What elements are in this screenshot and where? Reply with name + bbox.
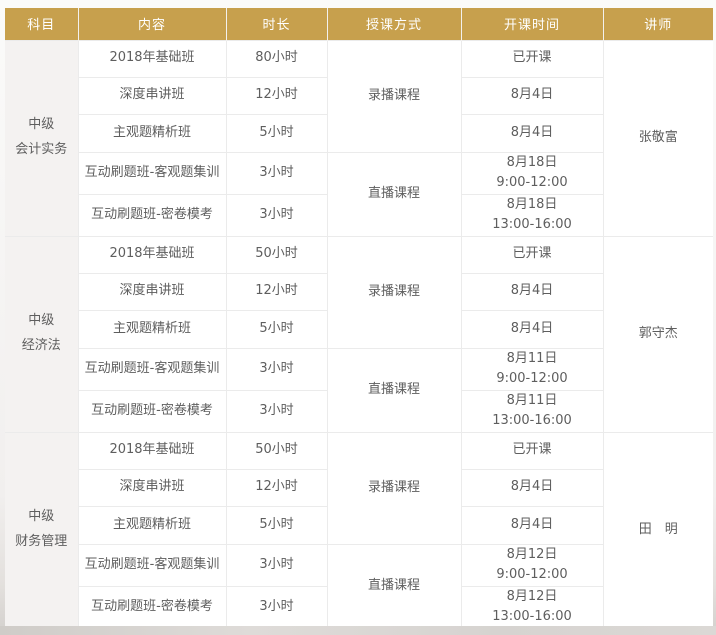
method-cell-recorded: 录播课程: [326, 39, 462, 153]
table-row: 互动刷题班-密卷模考 3小时 8月18日 13:00-16:00: [5, 193, 713, 237]
course-schedule-table: 科目 内容 时长 授课方式 开课时间 讲师 中级 会计实务 2018年基础班 8…: [5, 8, 713, 629]
start-time-cell: 已开课: [460, 235, 604, 274]
teacher-cell: 郭守杰: [602, 235, 713, 433]
content-cell: 互动刷题班-密卷模考: [77, 585, 227, 629]
start-time-cell: 8月12日 9:00-12:00: [460, 543, 604, 587]
start-time-cell: 8月4日: [460, 113, 604, 153]
content-cell: 主观题精析班: [77, 505, 227, 545]
content-cell: 主观题精析班: [77, 309, 227, 349]
content-cell: 互动刷题班-密卷模考: [77, 193, 227, 237]
duration-cell: 80小时: [225, 39, 328, 78]
start-time-cell: 8月4日: [460, 505, 604, 545]
duration-cell: 5小时: [225, 113, 328, 153]
table-row: 主观题精析班 5小时 8月4日: [5, 505, 713, 545]
duration-cell: 3小时: [225, 585, 328, 629]
column-header-duration: 时长: [226, 8, 328, 40]
duration-cell: 3小时: [225, 193, 328, 237]
content-cell: 主观题精析班: [77, 113, 227, 153]
duration-cell: 50小时: [225, 431, 328, 470]
table-row: 主观题精析班 5小时 8月4日: [5, 309, 713, 349]
table-row: 互动刷题班-客观题集训 3小时 直播课程 8月11日 9:00-12:00: [5, 347, 713, 433]
column-header-subject: 科目: [5, 8, 79, 40]
start-time-cell: 已开课: [460, 39, 604, 78]
subject-cell: 中级 会计实务: [5, 39, 79, 237]
page-bottom-strip: [0, 626, 716, 635]
start-time-cell: 8月4日: [460, 309, 604, 349]
content-cell: 互动刷题班-密卷模考: [77, 389, 227, 433]
method-cell-live: 直播课程: [326, 347, 462, 433]
table-row: 深度串讲班 12小时 8月4日: [5, 76, 713, 115]
start-time-cell: 8月4日: [460, 468, 604, 507]
start-time-cell: 8月11日 13:00-16:00: [460, 389, 604, 433]
duration-cell: 12小时: [225, 272, 328, 311]
method-cell-live: 直播课程: [326, 151, 462, 237]
duration-cell: 3小时: [225, 389, 328, 433]
start-time-cell: 8月4日: [460, 76, 604, 115]
subject-cell: 中级 财务管理: [5, 431, 79, 629]
content-cell: 深度串讲班: [77, 272, 227, 311]
content-cell: 互动刷题班-客观题集训: [77, 151, 227, 195]
start-time-cell: 8月18日 13:00-16:00: [460, 193, 604, 237]
duration-cell: 50小时: [225, 235, 328, 274]
table-row: 主观题精析班 5小时 8月4日: [5, 113, 713, 153]
duration-cell: 3小时: [225, 347, 328, 391]
duration-cell: 5小时: [225, 505, 328, 545]
method-cell-recorded: 录播课程: [326, 235, 462, 349]
method-cell-recorded: 录播课程: [326, 431, 462, 545]
column-header-teacher: 讲师: [603, 8, 713, 40]
duration-cell: 12小时: [225, 76, 328, 115]
content-cell: 深度串讲班: [77, 76, 227, 115]
duration-cell: 5小时: [225, 309, 328, 349]
column-header-content: 内容: [78, 8, 227, 40]
table-row: 互动刷题班-客观题集训 3小时 直播课程 8月12日 9:00-12:00: [5, 543, 713, 629]
table-row: 中级 会计实务 2018年基础班 80小时 录播课程 已开课 张敬富: [5, 39, 713, 237]
column-header-start-time: 开课时间: [461, 8, 604, 40]
table-row: 中级 财务管理 2018年基础班 50小时 录播课程 已开课 田 明: [5, 431, 713, 629]
start-time-cell: 已开课: [460, 431, 604, 470]
column-header-method: 授课方式: [327, 8, 462, 40]
start-time-cell: 8月12日 13:00-16:00: [460, 585, 604, 629]
content-cell: 2018年基础班: [77, 235, 227, 274]
teacher-cell: 田 明: [602, 431, 713, 629]
table-row: 互动刷题班-密卷模考 3小时 8月12日 13:00-16:00: [5, 585, 713, 629]
teacher-cell: 张敬富: [602, 39, 713, 237]
content-cell: 2018年基础班: [77, 431, 227, 470]
start-time-cell: 8月18日 9:00-12:00: [460, 151, 604, 195]
content-cell: 互动刷题班-客观题集训: [77, 347, 227, 391]
header-row: 科目 内容 时长 授课方式 开课时间 讲师: [5, 8, 713, 40]
start-time-cell: 8月11日 9:00-12:00: [460, 347, 604, 391]
subject-cell: 中级 经济法: [5, 235, 79, 433]
content-cell: 深度串讲班: [77, 468, 227, 507]
content-cell: 互动刷题班-客观题集训: [77, 543, 227, 587]
duration-cell: 3小时: [225, 543, 328, 587]
table-row: 深度串讲班 12小时 8月4日: [5, 468, 713, 507]
content-cell: 2018年基础班: [77, 39, 227, 78]
duration-cell: 3小时: [225, 151, 328, 195]
table-row: 互动刷题班-密卷模考 3小时 8月11日 13:00-16:00: [5, 389, 713, 433]
duration-cell: 12小时: [225, 468, 328, 507]
table-row: 互动刷题班-客观题集训 3小时 直播课程 8月18日 9:00-12:00: [5, 151, 713, 237]
table-row: 中级 经济法 2018年基础班 50小时 录播课程 已开课 郭守杰: [5, 235, 713, 433]
method-cell-live: 直播课程: [326, 543, 462, 629]
start-time-cell: 8月4日: [460, 272, 604, 311]
